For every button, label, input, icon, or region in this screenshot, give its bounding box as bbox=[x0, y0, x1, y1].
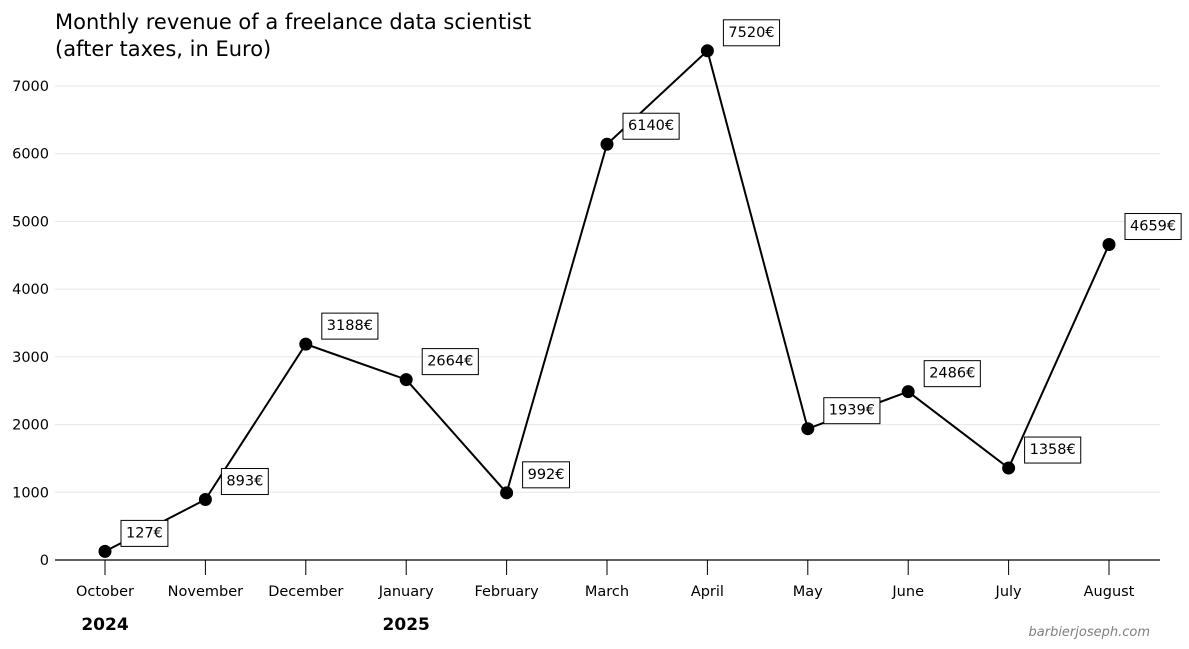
data-label-text: 2664€ bbox=[427, 354, 473, 370]
y-tick-label: 0 bbox=[40, 553, 49, 569]
y-tick-label: 1000 bbox=[12, 485, 49, 501]
data-label-box bbox=[923, 360, 981, 388]
data-point bbox=[500, 486, 514, 500]
data-label: 2664€ bbox=[421, 348, 479, 376]
data-label-text: 893€ bbox=[226, 474, 263, 490]
data-point bbox=[299, 337, 313, 351]
y-tick-label: 5000 bbox=[12, 214, 49, 230]
x-tick-label: October bbox=[76, 584, 134, 600]
data-point bbox=[98, 544, 112, 558]
data-label-box bbox=[1124, 213, 1182, 241]
data-label-box bbox=[220, 468, 269, 496]
chart-title-line: Monthly revenue of a freelance data scie… bbox=[55, 10, 531, 34]
watermark-text: barbierjoseph.com bbox=[1029, 625, 1151, 640]
data-label-text: 127€ bbox=[126, 525, 163, 541]
data-label: 4659€ bbox=[1124, 213, 1182, 241]
y-tick-label: 6000 bbox=[12, 147, 49, 163]
y-tick-label: 3000 bbox=[12, 350, 49, 366]
x-tick-label: June bbox=[891, 584, 924, 600]
year-label: 2025 bbox=[383, 615, 430, 635]
data-label: 2486€ bbox=[923, 360, 981, 388]
y-tick-label: 7000 bbox=[12, 79, 49, 95]
axes: 0 1000 2000 3000 4000 5000 6000 7000 October Nove… bbox=[12, 79, 1160, 635]
x-tick-label: December bbox=[268, 584, 343, 600]
year-label: 2024 bbox=[81, 615, 128, 635]
data-label: 1939€ bbox=[823, 397, 881, 425]
x-tick-label: March bbox=[585, 584, 629, 600]
data-label-box bbox=[321, 312, 379, 340]
data-label: 1358€ bbox=[1024, 436, 1082, 464]
chart-title-line: (after taxes, in Euro) bbox=[55, 37, 271, 61]
x-tick-label: April bbox=[691, 584, 724, 600]
data-label-text: 2486€ bbox=[929, 366, 975, 382]
data-label: 127€ bbox=[120, 519, 169, 547]
x-tick-label: July bbox=[995, 584, 1022, 600]
chart-title: Monthly revenue of a freelance data scie… bbox=[55, 10, 531, 61]
data-label: 992€ bbox=[522, 461, 571, 489]
data-point bbox=[198, 493, 212, 507]
data-label: 3188€ bbox=[321, 312, 379, 340]
data-label: 6140€ bbox=[622, 112, 680, 140]
x-tick-label: November bbox=[168, 584, 243, 600]
x-tick-label: May bbox=[793, 584, 823, 600]
data-label-box bbox=[823, 397, 881, 425]
data-label-box bbox=[622, 112, 680, 140]
data-label-box bbox=[522, 461, 571, 489]
x-tick-label: January bbox=[378, 584, 434, 600]
x-tick-label: August bbox=[1084, 584, 1135, 600]
y-tick-label: 2000 bbox=[12, 418, 49, 434]
data-point bbox=[901, 385, 915, 399]
data-label-box bbox=[722, 19, 781, 47]
data-label-box bbox=[1024, 436, 1082, 464]
data-label-text: 1358€ bbox=[1030, 442, 1076, 458]
x-tick-label: February bbox=[474, 584, 539, 600]
data-labels: 127€ 893€ 3188€ 2664€ 992€ 6140€ 7520€ 1939€ 248… bbox=[120, 19, 1182, 547]
data-point bbox=[399, 373, 413, 387]
data-label-text: 7520€ bbox=[728, 25, 774, 41]
data-label-text: 992€ bbox=[528, 467, 565, 483]
data-point bbox=[600, 137, 614, 151]
data-point bbox=[1102, 238, 1116, 252]
data-point bbox=[801, 422, 815, 436]
data-label: 893€ bbox=[220, 468, 269, 496]
data-label: 7520€ bbox=[722, 19, 781, 47]
data-point bbox=[1002, 461, 1016, 475]
data-label-text: 1939€ bbox=[829, 403, 875, 419]
data-label-text: 4659€ bbox=[1130, 219, 1176, 235]
data-label-text: 6140€ bbox=[628, 118, 674, 134]
data-label-box bbox=[120, 519, 169, 547]
grid-lines bbox=[55, 85, 1160, 493]
data-point bbox=[700, 44, 714, 58]
y-tick-label: 4000 bbox=[12, 282, 49, 298]
data-label-box bbox=[421, 348, 479, 376]
data-label-text: 3188€ bbox=[327, 318, 373, 334]
data-points bbox=[98, 44, 1116, 558]
